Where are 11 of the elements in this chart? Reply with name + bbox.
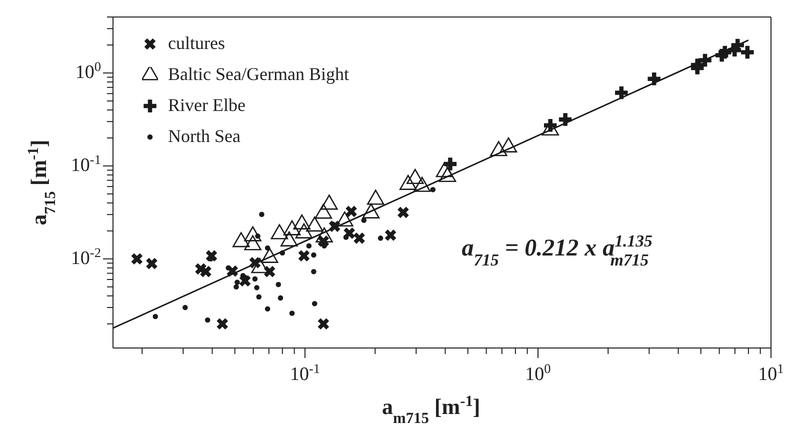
x-axis-title: a$_{m715}$ [m$^{-1}$] <box>382 392 480 426</box>
y-tick-label: 10$^{-2}$ <box>70 244 101 269</box>
legend-label: North Sea <box>168 126 240 147</box>
y-tick-label: 10$^{-1}$ <box>70 151 101 176</box>
x-tick-label: 10$^{1}$ <box>758 360 784 385</box>
legend-label: cultures <box>168 33 225 54</box>
x-tick-label: 10$^{-1}$ <box>290 360 320 385</box>
legend-label: Baltic Sea/German Bight <box>168 64 349 85</box>
x-tick-label: 10$^{0}$ <box>525 360 552 385</box>
legend-label: River Elbe <box>168 95 246 116</box>
y-tick-label: 10$^{0}$ <box>75 58 102 83</box>
